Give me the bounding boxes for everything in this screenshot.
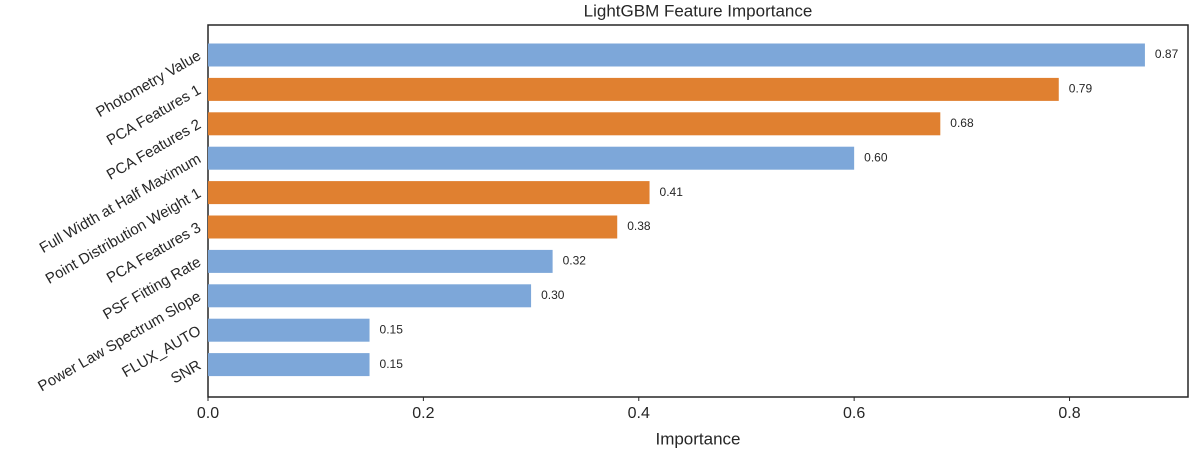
value-label: 0.15	[380, 357, 404, 371]
bar	[208, 43, 1145, 67]
value-label: 0.68	[950, 116, 974, 130]
plot-frame	[207, 24, 1189, 398]
bar	[208, 249, 553, 273]
value-label: 0.41	[660, 185, 684, 199]
y-tick-label: SNR	[168, 357, 204, 388]
value-label: 0.87	[1155, 47, 1179, 61]
bar	[208, 77, 1059, 101]
bar	[208, 284, 532, 308]
value-label: 0.32	[563, 254, 587, 268]
bar	[208, 215, 618, 239]
x-axis-label: Importance	[655, 429, 740, 448]
value-label: 0.15	[380, 322, 404, 336]
x-tick-label: 0.6	[843, 405, 865, 422]
x-tick-label: 0.8	[1058, 405, 1080, 422]
bar	[208, 181, 650, 205]
value-label: 0.79	[1069, 82, 1093, 96]
chart-title: LightGBM Feature Importance	[584, 1, 813, 20]
x-tick-label: 0.0	[197, 405, 219, 422]
bar	[208, 112, 941, 136]
bar	[208, 146, 855, 170]
value-label: 0.60	[864, 150, 888, 164]
value-label: 0.38	[627, 219, 651, 233]
value-label: 0.30	[541, 288, 565, 302]
bar	[208, 353, 370, 377]
x-tick-label: 0.2	[412, 405, 434, 422]
bar	[208, 318, 370, 342]
x-tick-label: 0.4	[628, 405, 650, 422]
